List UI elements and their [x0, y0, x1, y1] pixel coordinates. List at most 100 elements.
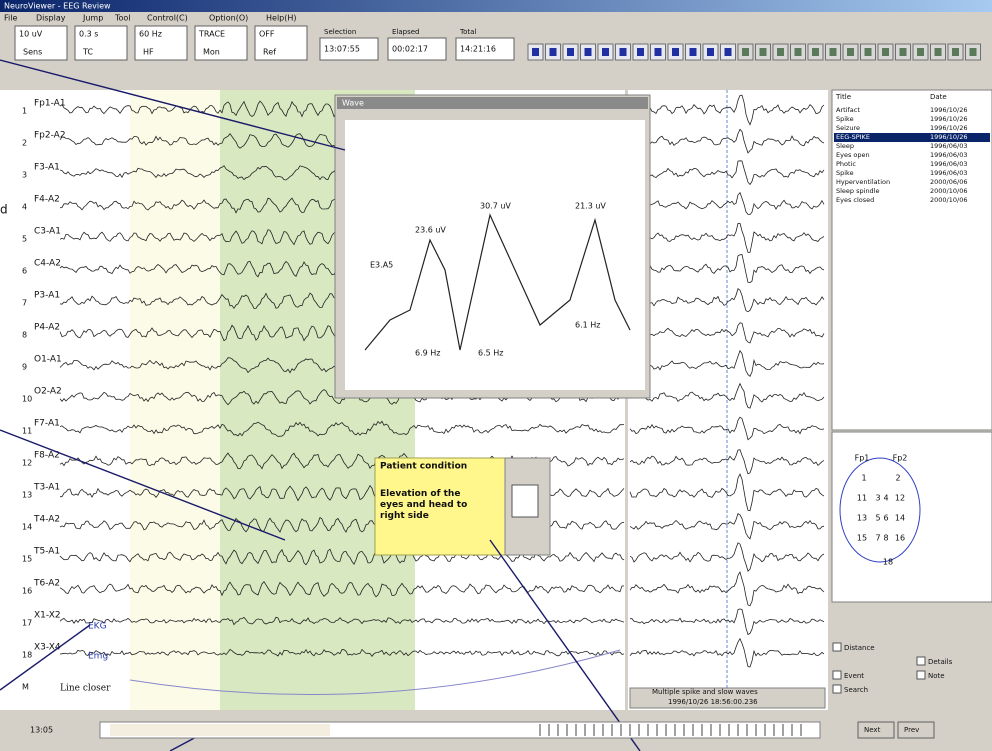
field-box[interactable] [14, 25, 68, 61]
button-icon [707, 48, 714, 56]
list-item[interactable]: Sleep [836, 142, 854, 150]
menu-item[interactable]: Tool [114, 14, 131, 23]
button-icon [567, 48, 574, 56]
list-item[interactable]: Hyperventilation [836, 178, 890, 186]
eeg-trace [629, 160, 825, 186]
status-button-label: Prev [904, 726, 919, 734]
time-label: Selection [324, 28, 356, 36]
field-value: 10 uV [19, 30, 43, 39]
list-header: Title [835, 93, 851, 101]
eeg-trace [59, 616, 625, 626]
button-icon [794, 48, 802, 56]
option-box[interactable] [832, 684, 842, 694]
channel-number: 8 [22, 331, 27, 340]
menu-item[interactable]: File [4, 14, 17, 23]
channel-number: 11 [22, 427, 32, 436]
list-item[interactable]: Seizure [836, 124, 860, 132]
electrode-label: 3 [875, 494, 880, 503]
channel-number: 2 [22, 139, 27, 148]
eeg-trace [629, 322, 825, 344]
field-box[interactable] [194, 25, 248, 61]
option-label: Event [844, 672, 864, 680]
head-outline [839, 457, 921, 563]
button-icon [934, 48, 942, 56]
field-box[interactable] [134, 25, 188, 61]
list-date: 1996/10/26 [930, 115, 967, 123]
eeg-trace [59, 581, 625, 598]
button-icon [602, 48, 609, 56]
list-item[interactable]: Eyes open [836, 151, 870, 159]
channel-number: 10 [22, 395, 32, 404]
field-value: 0.3 s [79, 30, 98, 39]
button-icon [637, 48, 644, 56]
peak-label: 30.7 uV [480, 202, 511, 211]
field-box[interactable] [254, 25, 308, 61]
channel-number: 7 [22, 299, 27, 308]
electrode-label: 7 [875, 534, 880, 543]
channel-label: P3-A1 [34, 291, 60, 301]
electrode-label: 4 [883, 494, 888, 503]
channel-number: 13 [22, 491, 32, 500]
channel-label: X3-X4 [34, 643, 61, 653]
menu-item[interactable]: Jump [82, 14, 103, 23]
button-icon [742, 48, 749, 56]
electrode-label: 16 [895, 534, 905, 543]
channel-number: 15 [22, 555, 32, 564]
status-button[interactable] [897, 721, 935, 739]
option-box[interactable] [916, 656, 926, 666]
status-button-label: Next [864, 726, 881, 734]
list-item[interactable]: Photic [836, 160, 856, 168]
list-selection [834, 133, 990, 142]
list-item[interactable]: EEG-SPIKE [836, 133, 870, 141]
menu-item[interactable]: Display [36, 14, 66, 23]
menu-item[interactable]: Control(C) [147, 14, 188, 23]
list-item[interactable]: Artifact [836, 106, 860, 114]
field-label: Mon [203, 48, 220, 57]
channel-number: 6 [22, 267, 27, 276]
peak-label: 23.6 uV [415, 226, 446, 235]
eeg-trace [630, 608, 825, 636]
field-box[interactable] [74, 25, 128, 61]
eeg-trace [629, 128, 825, 154]
button-icon [689, 48, 697, 56]
channel-number: 1 [22, 107, 27, 116]
electrode-label: Fp1 [855, 454, 870, 463]
button-icon [882, 48, 889, 56]
option-label: Details [928, 658, 953, 666]
list-item[interactable]: Sleep spindle [836, 187, 880, 195]
callout-line [489, 539, 641, 751]
list-date: 1996/06/03 [930, 169, 967, 177]
field-value: TRACE [198, 30, 225, 39]
channel-label: T6-A2 [33, 579, 60, 589]
callout-line [0, 624, 91, 691]
channel-label: T3-A1 [33, 483, 60, 493]
channel-number: 16 [22, 587, 32, 596]
title-bar [0, 0, 992, 12]
channel-number: 17 [22, 619, 32, 628]
list-item[interactable]: Spike [836, 115, 854, 123]
time-value: 14:21:16 [460, 45, 496, 54]
field-label: Sens [23, 48, 42, 57]
list-item[interactable]: Eyes closed [836, 196, 874, 204]
menu-item[interactable]: Help(H) [266, 14, 297, 23]
popup-window: Wave E3.A5 23.6 uV 30.7 uV 21.3 uV 6.9 Hz 6.5 … [334, 94, 651, 399]
electrode-label: 8 [883, 534, 888, 543]
button-icon [864, 48, 872, 56]
eeg-trace [629, 288, 825, 313]
option-box[interactable] [832, 642, 842, 652]
option-box[interactable] [916, 670, 926, 680]
channel-number: 14 [22, 523, 32, 532]
button-icon [672, 48, 679, 56]
popup-title-bar [337, 97, 648, 109]
menu-item[interactable]: Option(O) [209, 14, 248, 23]
list-date: 2000/10/06 [930, 196, 967, 204]
time-label: Total [459, 28, 476, 36]
eeg-trace [629, 416, 825, 441]
eeg-trace [59, 648, 625, 657]
electrode-label: 5 [875, 514, 880, 523]
status-button[interactable] [857, 721, 895, 739]
option-box[interactable] [832, 670, 842, 680]
freq-label: 6.1 Hz [575, 321, 600, 330]
electrode-label: 13 [857, 514, 867, 523]
list-item[interactable]: Spike [836, 169, 854, 177]
